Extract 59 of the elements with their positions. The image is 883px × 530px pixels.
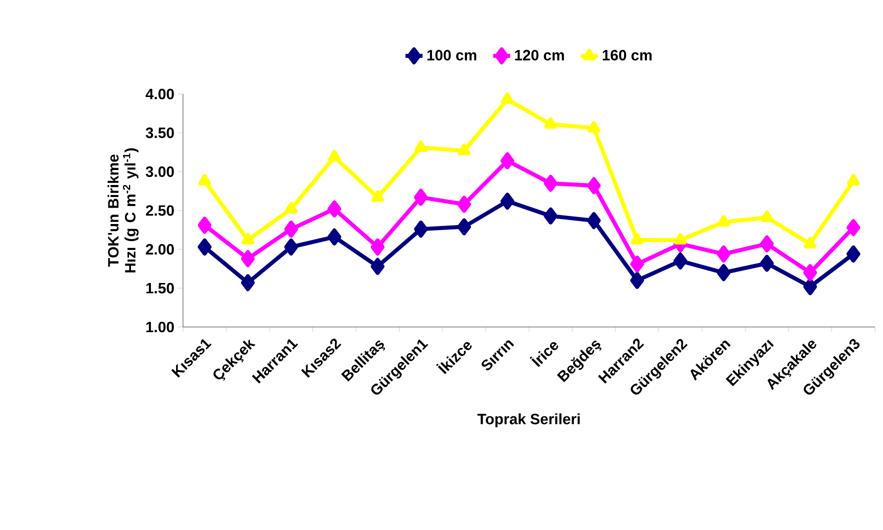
point (846, 219, 860, 236)
y-tick-label: 4.00 (146, 88, 174, 100)
y-tick-label: 1.50 (146, 282, 174, 294)
point (198, 238, 212, 256)
point (457, 196, 472, 213)
point (630, 256, 644, 273)
point (241, 250, 255, 268)
point (803, 264, 818, 282)
legend-label: 120 cm (515, 50, 564, 60)
point (630, 233, 644, 245)
point (760, 210, 774, 222)
point (284, 202, 298, 214)
point (717, 215, 730, 227)
point (803, 278, 818, 296)
y-tick-label: 3.50 (146, 128, 174, 138)
point (500, 152, 514, 170)
y-tick-label: 2.50 (146, 205, 174, 216)
y-tick-label: 1.00 (146, 322, 174, 332)
point (371, 190, 384, 202)
point (587, 177, 601, 194)
point (370, 258, 385, 275)
point (544, 207, 558, 224)
legend-label: 160 cm (602, 50, 652, 60)
legend-label: 100 cm (427, 50, 476, 60)
point (544, 117, 557, 129)
point (674, 252, 688, 270)
point (544, 174, 558, 192)
point (284, 220, 298, 238)
point (414, 188, 428, 206)
point (328, 228, 342, 246)
point (328, 150, 341, 162)
point (241, 274, 255, 292)
point (760, 235, 774, 252)
point (198, 216, 212, 234)
point (760, 254, 774, 272)
x-tick-label: İrice (530, 342, 558, 368)
point (716, 245, 731, 262)
point (328, 200, 342, 218)
point (500, 192, 514, 210)
point (370, 238, 385, 256)
point (284, 238, 298, 256)
point (501, 92, 514, 104)
point (846, 245, 860, 262)
point (847, 174, 860, 186)
point (242, 233, 254, 245)
point (414, 220, 428, 238)
y-tick-label: 3.00 (146, 166, 174, 177)
point (674, 233, 687, 245)
point (630, 272, 644, 289)
point (414, 140, 428, 152)
y-tick-label: 2.00 (146, 244, 174, 255)
point (457, 218, 472, 236)
point (804, 236, 816, 248)
point (716, 264, 731, 282)
point (588, 121, 600, 133)
point (198, 174, 211, 186)
point (458, 144, 470, 156)
x-axis-title: Toprak Serileri (477, 413, 580, 428)
point (587, 212, 601, 230)
